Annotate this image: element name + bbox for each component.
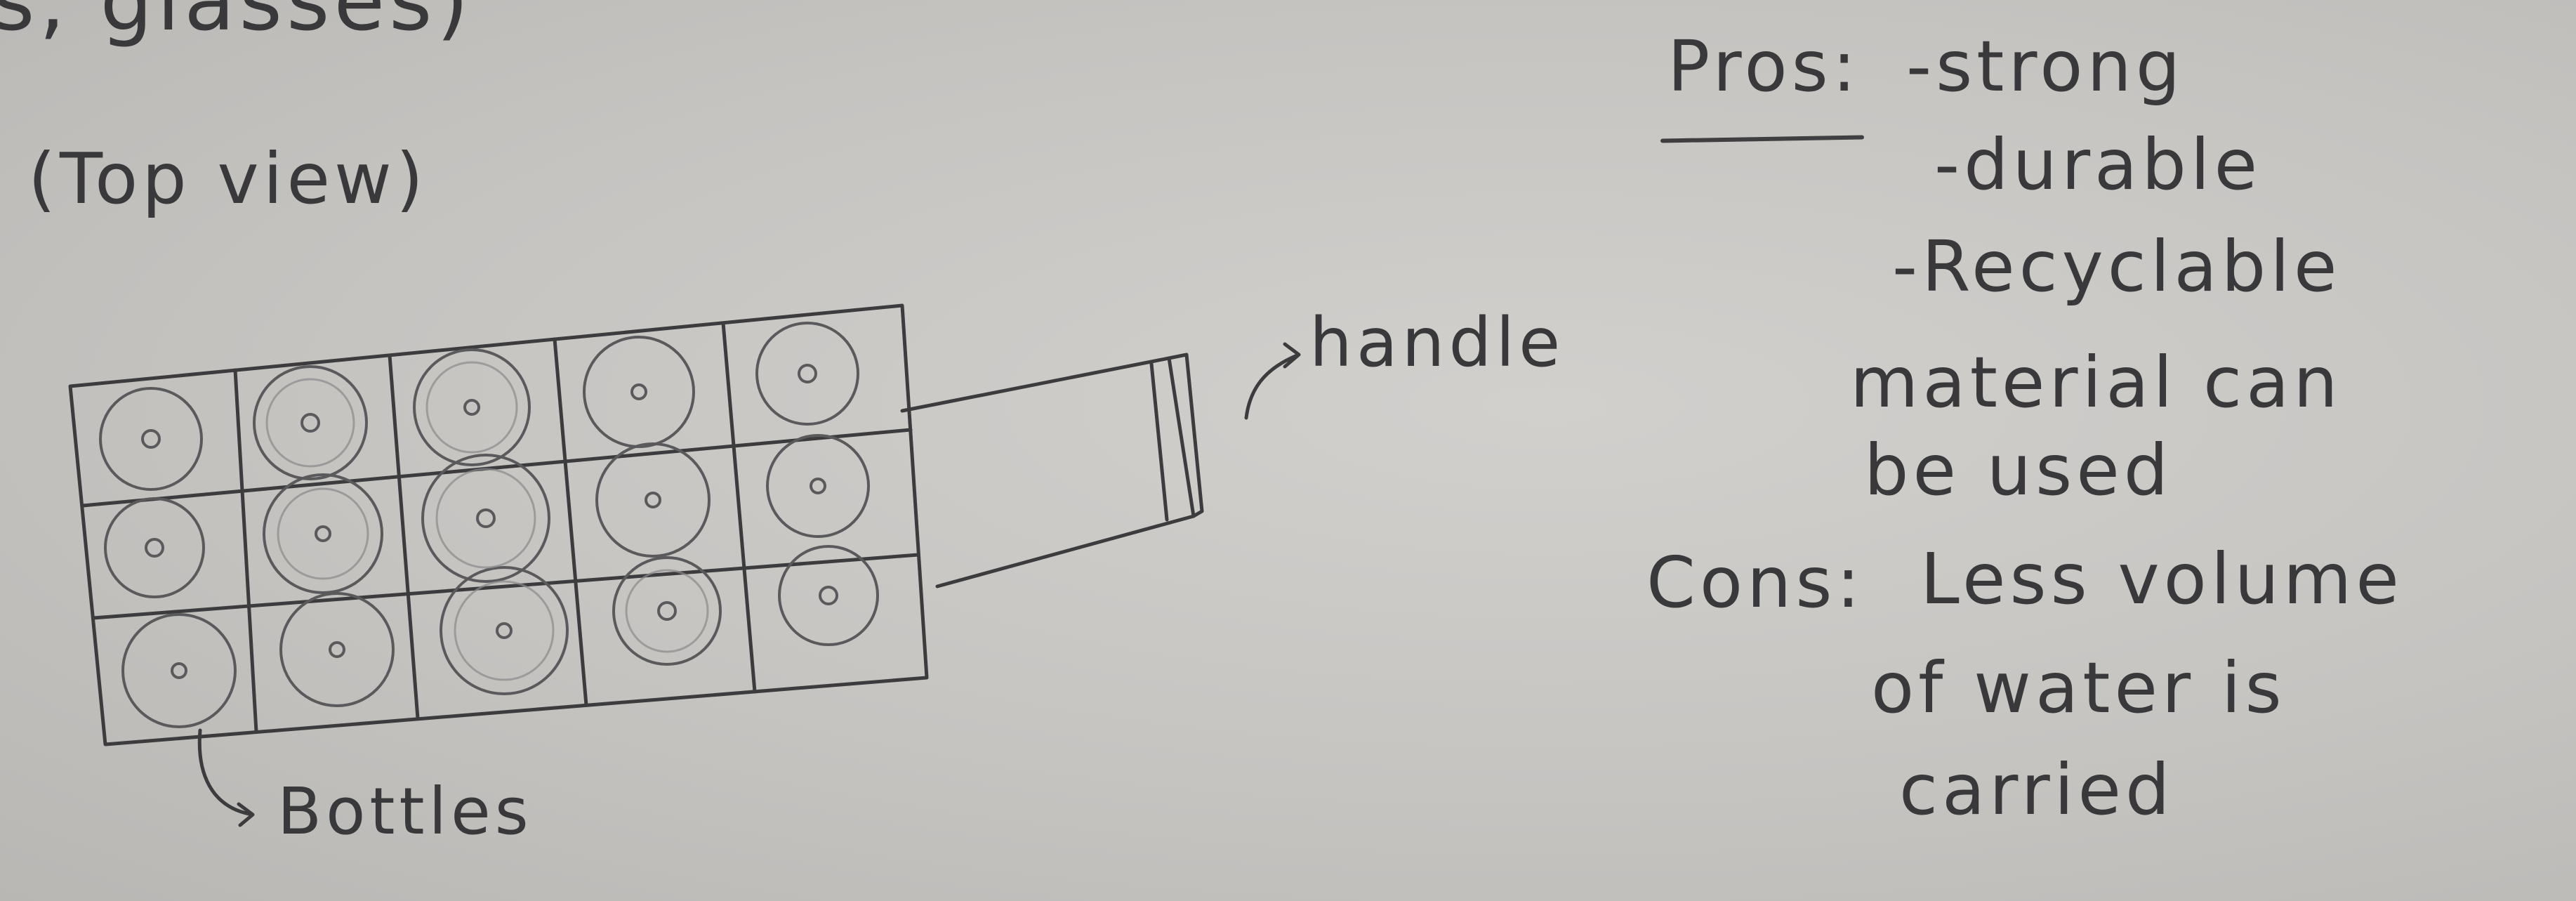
bottle: [263, 473, 383, 594]
bottle-cap: [657, 601, 677, 621]
bottles-label: Bottles: [277, 774, 533, 849]
cons-line: carried: [1899, 749, 2174, 831]
crate-divider: [553, 337, 588, 707]
pros-heading: Pros:: [1667, 25, 1861, 107]
bottle: [595, 442, 711, 558]
pros-item: -durable: [1934, 124, 2262, 206]
crate-divider: [91, 553, 920, 620]
bottle: [612, 556, 722, 666]
bottle: [766, 434, 870, 538]
cons-line: Less volume: [1920, 538, 2403, 620]
handle-sketch: [1167, 353, 1204, 518]
crate-divider: [721, 321, 757, 694]
bottle: [778, 545, 879, 646]
bottle-row-2: [104, 434, 870, 598]
pros-item: -Recyclable: [1892, 225, 2341, 308]
bottle: [279, 592, 395, 707]
pros-item: material can: [1850, 341, 2342, 423]
bottle: [99, 387, 203, 491]
bottles-pointer-arrow: [197, 728, 255, 827]
bottle-cap: [630, 383, 647, 400]
bottle-cap: [810, 478, 826, 494]
cons-line: of water is: [1871, 647, 2286, 729]
crate-divider: [81, 428, 913, 508]
bottle: [253, 365, 368, 480]
cut-heading-text: s, glasses): [0, 0, 473, 49]
crate-divider: [233, 368, 258, 734]
bottle: [421, 454, 550, 583]
pros-item: be used: [1864, 429, 2173, 511]
pros-item: -strong: [1906, 25, 2185, 107]
bottle-cap: [476, 508, 496, 528]
bottle-cap: [329, 641, 345, 658]
bottle: [583, 336, 695, 448]
cons-heading: Cons:: [1646, 541, 1865, 624]
bottle-cap: [145, 538, 164, 558]
bottle-row-3: [121, 545, 879, 728]
bottle-row-1: [99, 322, 859, 491]
view-label: (Top view): [28, 138, 428, 220]
bottle-cap: [300, 413, 320, 433]
bottle: [413, 348, 531, 466]
bottle: [440, 566, 569, 695]
bottle: [104, 497, 205, 598]
bottle-cap: [141, 429, 161, 449]
bottle-cap: [798, 364, 817, 383]
bottle: [121, 613, 237, 728]
bottle-cap: [315, 525, 331, 542]
bottle-cap: [463, 399, 480, 416]
bottle-cap: [171, 662, 187, 679]
bottle: [755, 322, 859, 426]
crate-divider: [388, 353, 420, 721]
handle-sketch: [1149, 362, 1169, 522]
handle-pointer-arrow: [1244, 342, 1301, 420]
bottle-cap: [645, 492, 661, 508]
handle-sketch: [900, 356, 1196, 588]
bottle-cap: [496, 622, 513, 639]
crate-outline: [68, 303, 929, 747]
handle-label: handle: [1309, 303, 1565, 382]
bottle-cap: [819, 586, 838, 605]
